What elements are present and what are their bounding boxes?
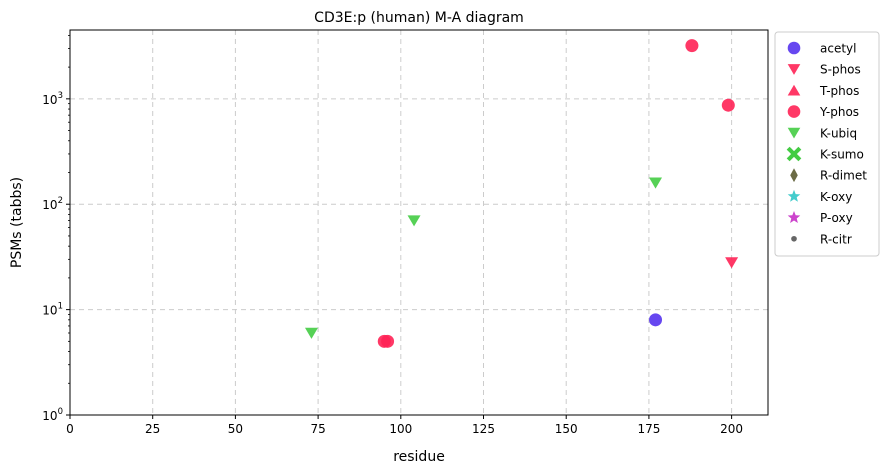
plot-frame xyxy=(69,29,769,416)
legend-marker-y-phos xyxy=(787,105,801,118)
legend-marker-k-oxy xyxy=(787,189,801,202)
data-point-y-phos xyxy=(685,39,699,53)
legend-label: Y-phos xyxy=(819,105,859,119)
legend-label: T-phos xyxy=(819,84,859,98)
legend-label: R-citr xyxy=(820,232,852,246)
x-axis-label: residue xyxy=(393,449,445,465)
legend-marker-s-phos xyxy=(787,64,801,75)
x-tick-label: 50 xyxy=(228,422,243,436)
axis-ticks: 0 25 50 75 100 125 150 175 200 100 101 102 103 xyxy=(42,34,743,436)
x-tick-label: 175 xyxy=(637,422,660,436)
data-point-s-phos xyxy=(725,257,739,269)
data-point-y-phos xyxy=(721,98,735,112)
legend-label: K-oxy xyxy=(820,190,852,204)
legend-label: S-phos xyxy=(820,63,861,77)
legend-label: K-ubiq xyxy=(820,126,857,140)
legend-marker-k-ubiq xyxy=(787,127,801,139)
legend-marker-r-citr xyxy=(791,235,797,242)
x-tick-label: 100 xyxy=(389,422,412,436)
x-tick-label: 150 xyxy=(555,422,578,436)
x-tick-label: 200 xyxy=(720,422,743,436)
legend-marker-t-phos xyxy=(787,84,801,96)
legend: acetyl S-phos T-phos Y-phos K-ubiq K-sumo R-di… xyxy=(774,31,880,257)
legend-marker-r-dimet xyxy=(790,168,798,183)
y-tick-label: 103 xyxy=(42,91,63,107)
x-tick-label: 0 xyxy=(66,422,74,436)
y-tick-label: 102 xyxy=(42,196,63,212)
y-tick-label: 100 xyxy=(42,407,63,423)
data-point-k-ubiq xyxy=(304,327,318,339)
legend-label: K-sumo xyxy=(820,148,864,162)
legend-label: P-oxy xyxy=(820,211,853,225)
legend-marker-k-sumo xyxy=(786,146,802,162)
chart-title: CD3E:p (human) M-A diagram xyxy=(314,10,524,26)
legend-label: R-dimet xyxy=(820,169,867,183)
legend-label: acetyl xyxy=(820,42,856,56)
data-point-y-phos xyxy=(381,334,395,348)
data-point-k-ubiq xyxy=(649,177,663,189)
legend-marker-p-oxy xyxy=(787,210,801,223)
x-tick-label: 125 xyxy=(472,422,495,436)
y-axis-label: PSMs (tabbs) xyxy=(9,177,25,268)
x-tick-label: 75 xyxy=(310,422,325,436)
y-tick-label: 101 xyxy=(42,302,63,318)
grid xyxy=(70,30,768,415)
legend-box xyxy=(774,31,880,257)
data-point-acetyl xyxy=(649,313,663,327)
x-tick-label: 25 xyxy=(145,422,160,436)
legend-marker-acetyl xyxy=(787,41,801,55)
data-points xyxy=(304,39,739,348)
data-point-k-ubiq xyxy=(407,215,421,227)
